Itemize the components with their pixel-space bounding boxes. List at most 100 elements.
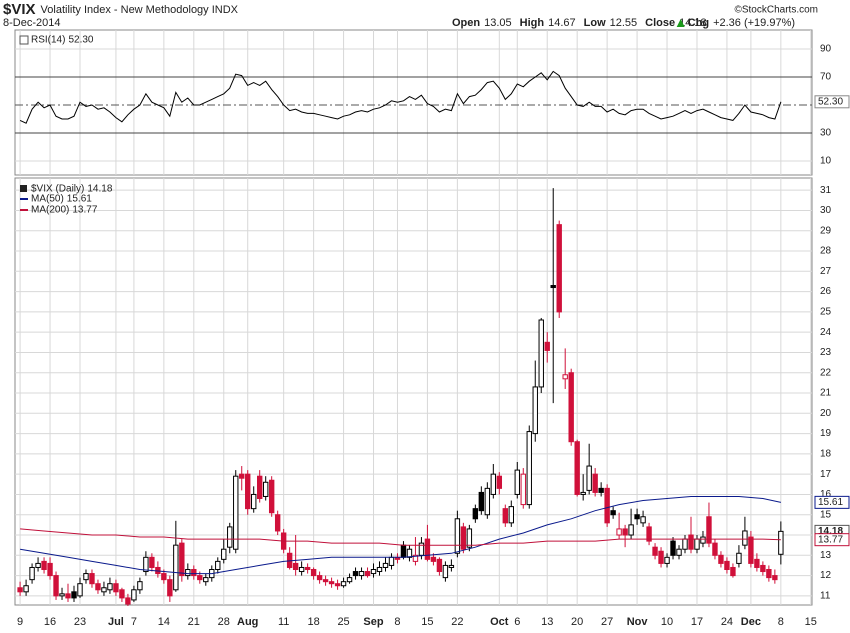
moving-average bbox=[20, 528, 781, 546]
y-tick-label: 19 bbox=[820, 428, 832, 439]
candle-body bbox=[65, 593, 71, 599]
candle-body bbox=[736, 552, 742, 564]
candle-body bbox=[682, 538, 688, 550]
security-name: Volatility Index - New Methodology INDX bbox=[41, 4, 239, 16]
x-tick-label: Jul bbox=[108, 616, 124, 628]
candle-body bbox=[388, 556, 395, 566]
candle-body bbox=[352, 571, 359, 577]
candle-body bbox=[484, 487, 491, 516]
candle-body bbox=[197, 575, 203, 581]
y-tick-label: 16 bbox=[820, 489, 832, 500]
candle-body bbox=[514, 469, 520, 495]
candle-body bbox=[71, 591, 77, 599]
candle-body bbox=[23, 585, 29, 593]
candle-body bbox=[322, 579, 329, 583]
x-tick-label: 21 bbox=[188, 616, 200, 628]
y-tick-label: 17 bbox=[820, 469, 832, 480]
candle-body bbox=[179, 542, 185, 577]
x-tick-label: 11 bbox=[278, 616, 289, 628]
legend-swatch bbox=[20, 185, 27, 192]
value-tag: 14.18 bbox=[818, 526, 843, 537]
legend-value: 13.77 bbox=[72, 205, 97, 216]
x-tick-label: 24 bbox=[721, 616, 733, 628]
legend-value: 14.18 bbox=[87, 184, 112, 195]
candle-body bbox=[748, 536, 754, 564]
x-tick-label: 15 bbox=[805, 616, 817, 628]
x-tick-label: 22 bbox=[451, 616, 463, 628]
candle-body bbox=[544, 341, 550, 351]
candle-body bbox=[143, 556, 149, 573]
candle-body bbox=[245, 473, 251, 510]
candle-body bbox=[292, 562, 299, 571]
candle-body bbox=[53, 575, 59, 597]
candle-body bbox=[724, 560, 730, 571]
candle-body bbox=[406, 548, 413, 558]
x-tick-label: 14 bbox=[158, 616, 170, 628]
candle-body bbox=[251, 493, 257, 510]
candle-body bbox=[574, 441, 580, 495]
candle-body bbox=[670, 540, 676, 556]
legend-name: $VIX (Daily) bbox=[31, 184, 84, 195]
candle-body bbox=[101, 587, 107, 593]
candle-body bbox=[460, 526, 467, 550]
value-tag-box bbox=[814, 95, 850, 109]
moving-average bbox=[20, 496, 782, 575]
candle-body bbox=[538, 319, 544, 388]
candle-body bbox=[610, 510, 616, 516]
x-tick-label: Aug bbox=[237, 616, 258, 628]
candle-body bbox=[640, 516, 646, 524]
y-tick-label: 12 bbox=[820, 570, 832, 581]
chg-label: Chg bbox=[688, 17, 709, 29]
y-tick-label: 26 bbox=[820, 286, 832, 297]
rsi-panel bbox=[14, 29, 813, 176]
candle-body bbox=[346, 577, 353, 583]
candle-body bbox=[712, 542, 718, 556]
candle-body bbox=[472, 508, 479, 520]
candle-body bbox=[694, 538, 700, 550]
candle-body bbox=[496, 475, 503, 489]
y-tick-label: 23 bbox=[820, 347, 832, 358]
x-tick-label: 23 bbox=[74, 616, 86, 628]
candle-body bbox=[592, 473, 598, 493]
candle-body bbox=[119, 589, 125, 599]
candle-body bbox=[430, 556, 437, 562]
candle-body bbox=[191, 569, 197, 577]
candle-body bbox=[77, 583, 83, 597]
candle-body bbox=[328, 581, 335, 585]
candle-body bbox=[334, 583, 341, 587]
candle-body bbox=[358, 571, 365, 577]
candle-body bbox=[137, 581, 143, 591]
candle-body bbox=[262, 481, 269, 497]
candle-body bbox=[233, 475, 239, 550]
header-title: $VIX Volatility Index - New Methodology I… bbox=[3, 1, 239, 18]
candle-body bbox=[448, 564, 455, 568]
candle-body bbox=[29, 566, 35, 581]
candle-body bbox=[664, 556, 670, 564]
candle-body bbox=[490, 473, 497, 495]
candle-body bbox=[778, 530, 784, 555]
candle-body bbox=[658, 550, 664, 564]
y-tick-label: 28 bbox=[820, 246, 832, 257]
close-label: Close bbox=[645, 17, 675, 29]
candle-body bbox=[478, 491, 485, 512]
candle-body bbox=[382, 562, 389, 568]
low-label: Low bbox=[584, 17, 606, 29]
date: 8-Dec-2014 bbox=[3, 17, 60, 29]
x-tick-label: 10 bbox=[661, 616, 673, 628]
value-tag-box bbox=[814, 495, 850, 509]
candle-body bbox=[424, 538, 431, 560]
credit: ©StockCharts.com bbox=[734, 5, 818, 16]
open-label: Open bbox=[452, 17, 480, 29]
legend-swatch bbox=[19, 35, 29, 45]
y-tick-label: 30 bbox=[820, 205, 832, 216]
y-tick-label: 21 bbox=[820, 388, 832, 399]
candle-body bbox=[646, 526, 652, 542]
candle-body bbox=[364, 571, 371, 577]
candle-body bbox=[239, 473, 245, 479]
candle-body bbox=[35, 562, 41, 568]
candle-body bbox=[125, 597, 131, 605]
y-tick-label: 29 bbox=[820, 225, 832, 236]
x-tick-label: 15 bbox=[421, 616, 433, 628]
